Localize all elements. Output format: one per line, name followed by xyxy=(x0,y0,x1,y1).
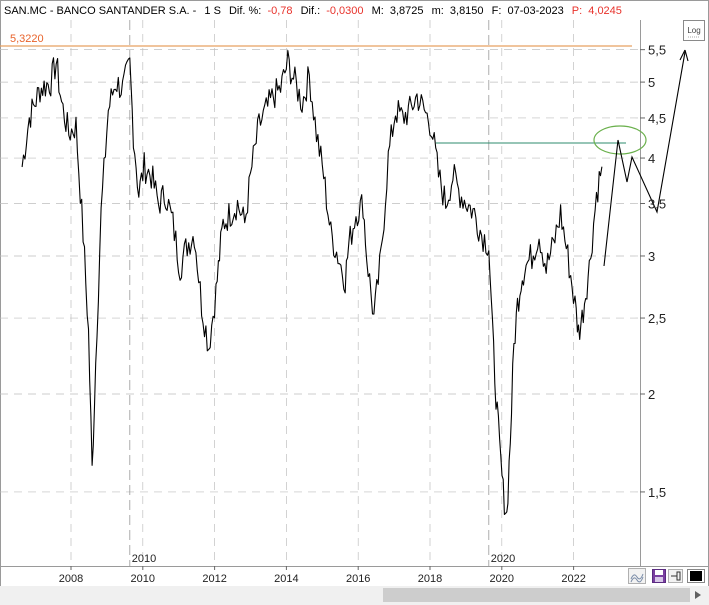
y-tick-label: 2 xyxy=(648,387,655,402)
x-tick-label: 2008 xyxy=(59,573,83,585)
x-tick-label: 2012 xyxy=(202,573,226,585)
chart-header: SAN.MC - BANCO SANTANDER S.A. - 1 S Dif.… xyxy=(4,5,622,17)
y-tick-label: 3,5 xyxy=(648,197,666,212)
year-divider-label: 2020 xyxy=(491,553,515,565)
max-value: 3,8725 xyxy=(390,5,424,17)
year-divider-label: 2010 xyxy=(132,553,156,565)
highlight-ellipse xyxy=(593,125,647,155)
wave-tool-button[interactable] xyxy=(628,568,646,584)
interval-label: 1 S xyxy=(204,5,221,17)
log-scale-button[interactable]: Log xyxy=(683,20,705,41)
x-tick-label: 2022 xyxy=(561,573,585,585)
y-tick-label: 4 xyxy=(648,151,655,166)
y-axis-ticks: 1,5 2 2,5 3 3,5 4 4,5 5 5,5 xyxy=(640,43,666,500)
y-tick-label: 5 xyxy=(648,75,655,90)
scroll-right-icon[interactable] xyxy=(695,591,701,599)
symbol-label: SAN.MC - BANCO SANTANDER S.A. - xyxy=(4,5,197,17)
x-tick-label: 2014 xyxy=(274,573,298,585)
dif-pct-value: -0,78 xyxy=(267,5,292,17)
projection-arrowhead xyxy=(679,49,689,62)
x-tick-label: 2016 xyxy=(346,573,370,585)
date-value: 07-03-2023 xyxy=(507,5,563,17)
y-tick-label: 2,5 xyxy=(648,311,666,326)
y-tick-label: 5,5 xyxy=(648,43,666,58)
x-tick-label: 2010 xyxy=(131,573,155,585)
save-icon[interactable] xyxy=(652,569,666,583)
date-label: F: xyxy=(492,5,502,17)
y-tick-label: 1,5 xyxy=(648,485,666,500)
scrollbar-thumb[interactable] xyxy=(383,588,690,602)
resistance-layer: 5,3220 xyxy=(0,33,632,47)
dif-label: Dif.: xyxy=(301,5,321,17)
pin-icon[interactable] xyxy=(668,569,683,583)
max-label: M: xyxy=(372,5,384,17)
log-button-label: Log xyxy=(687,26,700,35)
resistance-label: 5,3220 xyxy=(10,33,44,45)
dif-value: -0,0300 xyxy=(326,5,363,17)
price-series xyxy=(21,49,603,516)
x-axis-ticks: 2008 2010 2012 2014 2016 2018 2020 2022 xyxy=(59,566,586,585)
projection-path xyxy=(603,51,686,267)
y-tick-label: 3 xyxy=(648,249,655,264)
min-label: m: xyxy=(432,5,444,17)
price-label: P: xyxy=(572,5,582,17)
price-line xyxy=(21,49,603,516)
dif-pct-label: Dif. %: xyxy=(229,5,261,17)
min-value: 3,8150 xyxy=(450,5,484,17)
horizontal-scrollbar[interactable] xyxy=(0,586,709,605)
y-tick-label: 4,5 xyxy=(648,111,666,126)
year-dividers: 2010 2020 xyxy=(129,20,515,566)
color-swatch-button[interactable] xyxy=(687,569,705,583)
price-value: 4,0245 xyxy=(588,5,622,17)
annotations xyxy=(436,49,689,267)
x-tick-label: 2020 xyxy=(490,573,514,585)
x-tick-label: 2018 xyxy=(418,573,442,585)
